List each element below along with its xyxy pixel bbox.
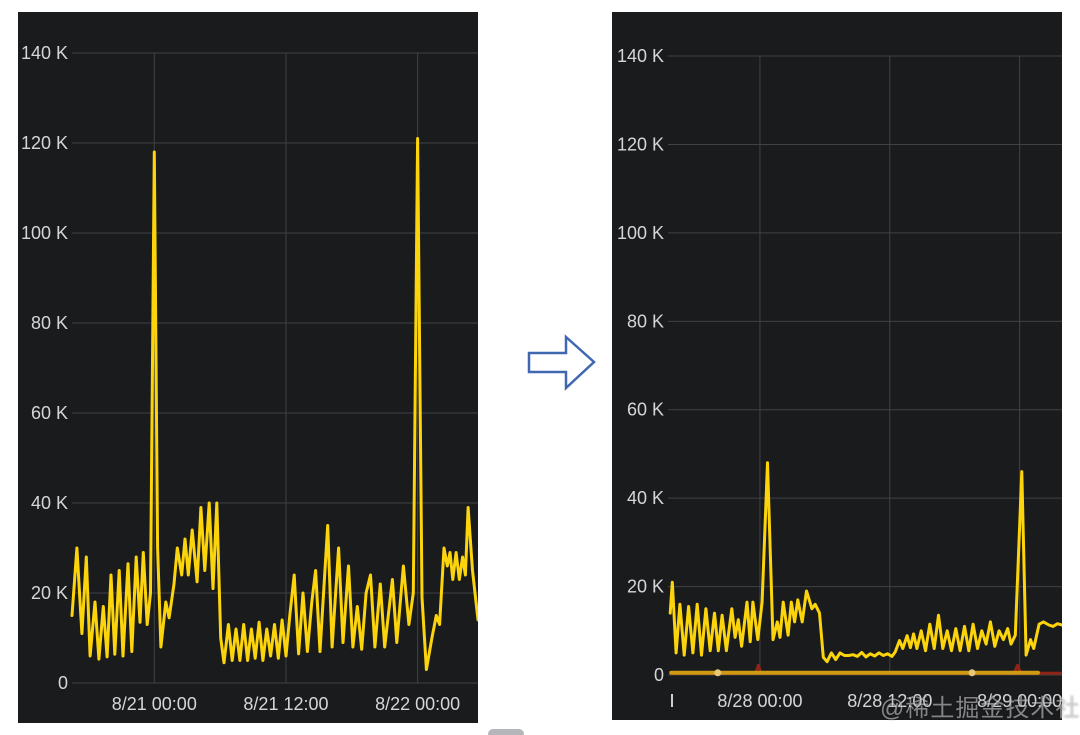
- y-axis-tick-label: 60 K: [627, 400, 664, 420]
- series-line-traffic-before: [70, 137, 478, 671]
- y-axis-tick-label: 140 K: [21, 43, 68, 63]
- y-axis-tick-label: 80 K: [31, 313, 68, 333]
- y-axis-tick-label: 120 K: [21, 133, 68, 153]
- y-axis-tick-label: 140 K: [617, 46, 664, 66]
- x-axis-tick-label: 8/21 12:00: [243, 694, 328, 714]
- x-axis-tick-label: 8/21 00:00: [112, 694, 197, 714]
- watermark-text: @稀土掘金技术社区: [880, 695, 1080, 722]
- right-arrow-icon: [527, 334, 596, 391]
- series-line-traffic-after: [668, 461, 1062, 664]
- y-axis-tick-label: 40 K: [627, 488, 664, 508]
- y-axis-tick-label: 20 K: [31, 583, 68, 603]
- clipped-x-label-fragment: [671, 694, 673, 707]
- x-axis-tick-label: 8/28 00:00: [717, 691, 802, 711]
- y-axis-tick-label: 60 K: [31, 403, 68, 423]
- series-marker-baseline-flat: [714, 669, 722, 677]
- chart-panel-before: 140 K 120 K 100 K 80 K 60 K 40 K 20 K 0 8/21 00:…: [18, 12, 478, 723]
- y-axis-tick-label: 40 K: [31, 493, 68, 513]
- chart-background: [612, 12, 1062, 720]
- y-axis-tick-label: 0: [654, 665, 664, 685]
- y-axis-tick-label: 0: [58, 673, 68, 693]
- x-axis-tick-label: 8/28 12:00: [847, 691, 932, 711]
- transform-arrow-icon: [527, 333, 597, 393]
- x-axis-tick-label: 8/29 00:00: [977, 691, 1062, 711]
- line-chart-before: 140 K 120 K 100 K 80 K 60 K 40 K 20 K 0 8/21 00:…: [18, 12, 478, 723]
- y-axis-tick-label: 20 K: [627, 577, 664, 597]
- y-axis-tick-label: 100 K: [21, 223, 68, 243]
- x-axis-tick-label: 8/22 00:00: [375, 694, 460, 714]
- series-marker-baseline-flat: [968, 669, 976, 677]
- y-axis-tick-label: 80 K: [627, 311, 664, 331]
- scrollbar-thumb[interactable]: [488, 729, 524, 735]
- line-chart-after: 140 K 120 K 100 K 80 K 60 K 40 K 20 K 0 8/28 00:…: [612, 12, 1062, 720]
- right-arrow-shape: [527, 334, 596, 391]
- chart-panel-after: 140 K 120 K 100 K 80 K 60 K 40 K 20 K 0 8/28 00:…: [612, 12, 1062, 720]
- y-axis-tick-label: 120 K: [617, 134, 664, 154]
- y-axis-tick-label: 100 K: [617, 223, 664, 243]
